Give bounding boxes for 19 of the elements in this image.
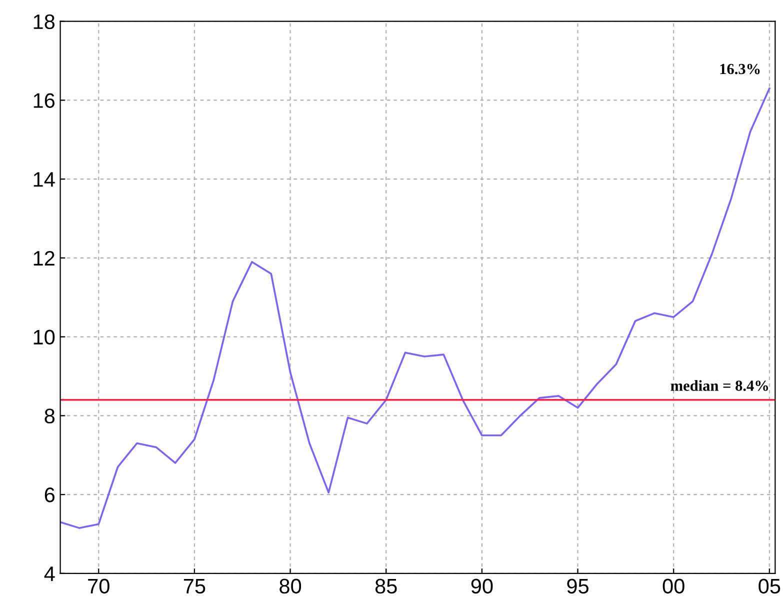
x-tick-label: 70 [88, 578, 110, 594]
y-tick-label: 14 [34, 172, 55, 187]
y-tick-label: 8 [44, 408, 55, 424]
line-series [60, 87, 770, 529]
x-tick-label: 95 [567, 578, 588, 594]
ref-line-label: median = 8.4% [670, 380, 768, 391]
x-tick-label: 00 [662, 578, 684, 594]
y-tick-label: 6 [44, 488, 55, 502]
annotation: 16.3% [720, 64, 760, 74]
x-tick-label: 85 [375, 578, 397, 594]
y-tick-label: 18 [34, 14, 55, 30]
x-tick-label: 80 [280, 578, 302, 594]
y-tick-label: 16 [34, 93, 55, 108]
y-tick-label: 12 [34, 250, 54, 266]
y-tick-label: 4 [44, 566, 55, 581]
x-tick-label: 05 [758, 578, 780, 594]
y-tick-label: 10 [34, 330, 55, 345]
x-tick-label: 90 [471, 578, 493, 594]
x-tick-label: 75 [184, 579, 206, 594]
